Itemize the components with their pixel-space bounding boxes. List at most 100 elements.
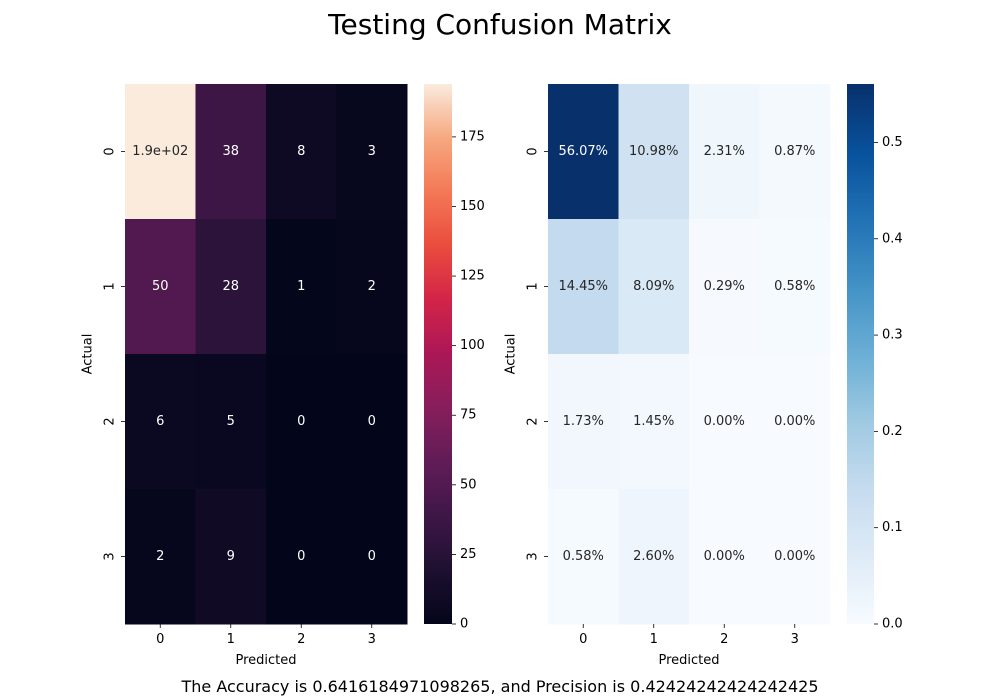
x-tick-label-0: 0: [156, 632, 164, 647]
cell-annotation-r0-c3: 0.87%: [774, 144, 815, 159]
cell-annotation-r3-c3: 0: [368, 549, 376, 564]
heatmap-cell-r0-c1: [195, 84, 267, 220]
y-tick-label-0: 0: [103, 147, 118, 155]
y-tick-label-3: 3: [526, 552, 541, 560]
heatmap-cell-r2-c3: [336, 354, 408, 490]
heatmap-cell-r0-c3: [759, 84, 831, 220]
x-axis-label: Predicted: [235, 653, 296, 668]
cell-annotation-r1-c1: 8.09%: [633, 279, 674, 294]
colorbar-tick-label-3: 0.3: [882, 328, 903, 343]
colorbar-tick-label-7: 175: [460, 129, 485, 144]
count-heatmap-panel: 1.9e+02 38 8 3 50 28 1 2 6 5 0 0 2 9 0 0 0 1 2 3 Predicted 0 1…: [81, 84, 485, 668]
cell-annotation-r2-c3: 0: [368, 414, 376, 429]
colorbar-tick-label-6: 150: [460, 199, 485, 214]
cell-annotation-r0-c2: 8: [297, 144, 305, 159]
cell-annotation-r3-c1: 9: [227, 549, 235, 564]
cell-annotation-r1-c0: 50: [152, 279, 169, 294]
cell-annotation-r0-c1: 10.98%: [629, 144, 679, 159]
x-tick-label-3: 3: [791, 632, 799, 647]
colorbar-tick-label-0: 0: [460, 617, 468, 632]
cell-annotation-r0-c1: 38: [222, 144, 239, 159]
cell-annotation-r1-c0: 14.45%: [558, 279, 608, 294]
cell-annotation-r1-c3: 0.58%: [774, 279, 815, 294]
colorbar-tick-label-3: 75: [460, 408, 477, 423]
heatmap-cell-r0-c2: [266, 84, 337, 220]
heatmap-cell-r1-c3: [336, 219, 408, 355]
figure-title: Testing Confusion Matrix: [328, 8, 672, 41]
cell-annotation-r3-c2: 0: [297, 549, 305, 564]
heatmap-cell-r2-c2: [689, 354, 760, 490]
cell-annotation-r1-c2: 1: [297, 279, 305, 294]
y-tick-label-1: 1: [103, 282, 118, 290]
x-tick-label-1: 1: [227, 632, 235, 647]
x-tick-label-2: 2: [720, 632, 728, 647]
heatmap-cell-r3-c3: [759, 489, 831, 625]
cell-annotation-r3-c1: 2.60%: [633, 549, 674, 564]
y-tick-label-3: 3: [103, 552, 118, 560]
colorbar-tick-label-2: 50: [460, 477, 477, 492]
heatmap-cell-r1-c1: [195, 219, 267, 355]
cell-annotation-r3-c2: 0.00%: [704, 549, 745, 564]
heatmap-cell-r3-c1: [618, 489, 690, 625]
heatmap-cell-r1-c1: [618, 219, 690, 355]
y-tick-label-0: 0: [526, 147, 541, 155]
heatmap-cell-r2-c0: [548, 354, 619, 490]
heatmap-cell-r1-c2: [266, 219, 337, 355]
cell-annotation-r3-c0: 0.58%: [563, 549, 604, 564]
cell-annotation-r2-c0: 1.73%: [563, 414, 604, 429]
heatmap-cell-r1-c3: [759, 219, 831, 355]
colorbar-tick-label-1: 0.1: [882, 520, 903, 535]
y-axis-label: Actual: [504, 334, 519, 375]
x-tick-label-2: 2: [297, 632, 305, 647]
x-tick-label-3: 3: [368, 632, 376, 647]
cell-annotation-r2-c3: 0.00%: [774, 414, 815, 429]
heatmap-cell-r3-c1: [195, 489, 267, 625]
cell-annotation-r0-c0: 56.07%: [558, 144, 608, 159]
cell-annotation-r0-c2: 2.31%: [704, 144, 745, 159]
heatmap-cell-r3-c0: [548, 489, 619, 625]
heatmap-cell-r2-c2: [266, 354, 337, 490]
colorbar-tick-label-4: 100: [460, 338, 485, 353]
y-tick-label-2: 2: [526, 417, 541, 425]
colorbar: [424, 84, 452, 624]
x-tick-label-0: 0: [579, 632, 587, 647]
colorbar-tick-label-1: 25: [460, 547, 477, 562]
heatmap-cell-r0-c0: [125, 84, 196, 220]
heatmap-cell-r3-c0: [125, 489, 196, 625]
heatmap-cell-r1-c0: [548, 219, 619, 355]
colorbar-tick-label-4: 0.4: [882, 231, 903, 246]
colorbar-tick-label-2: 0.2: [882, 424, 903, 439]
cell-annotation-r2-c0: 6: [156, 414, 164, 429]
heatmap-cell-r0-c0: [548, 84, 619, 220]
cell-annotation-r2-c1: 1.45%: [633, 414, 674, 429]
cell-annotation-r0-c3: 3: [368, 144, 376, 159]
colorbar-tick-label-5: 0.5: [882, 135, 903, 150]
heatmap-cell-r0-c1: [618, 84, 690, 220]
heatmap-cell-r3-c2: [266, 489, 337, 625]
heatmap-cell-r2-c0: [125, 354, 196, 490]
percent-heatmap-panel: 56.07% 10.98% 2.31% 0.87% 14.45% 8.09% 0.29% 0.…: [504, 84, 903, 668]
cell-annotation-r3-c0: 2: [156, 549, 164, 564]
colorbar-tick-label-5: 125: [460, 269, 485, 284]
cell-annotation-r2-c2: 0: [297, 414, 305, 429]
heatmap-cell-r1-c2: [689, 219, 760, 355]
accuracy-precision-text: The Accuracy is 0.6416184971098265, and …: [181, 677, 819, 696]
heatmap-cell-r2-c1: [618, 354, 690, 490]
colorbar-tick-label-0: 0.0: [882, 617, 903, 632]
heatmap-cell-r3-c3: [336, 489, 408, 625]
colorbar: [847, 84, 874, 624]
cell-annotation-r0-c0: 1.9e+02: [132, 144, 188, 159]
y-tick-label-2: 2: [103, 417, 118, 425]
cell-annotation-r2-c2: 0.00%: [704, 414, 745, 429]
cell-annotation-r1-c2: 0.29%: [704, 279, 745, 294]
x-tick-label-1: 1: [650, 632, 658, 647]
heatmap-cell-r2-c1: [195, 354, 267, 490]
cell-annotation-r1-c1: 28: [222, 279, 239, 294]
cell-annotation-r1-c3: 2: [368, 279, 376, 294]
y-tick-label-1: 1: [526, 282, 541, 290]
heatmap-cell-r2-c3: [759, 354, 831, 490]
heatmap-cell-r1-c0: [125, 219, 196, 355]
y-axis-label: Actual: [81, 334, 96, 375]
heatmap-cell-r3-c2: [689, 489, 760, 625]
